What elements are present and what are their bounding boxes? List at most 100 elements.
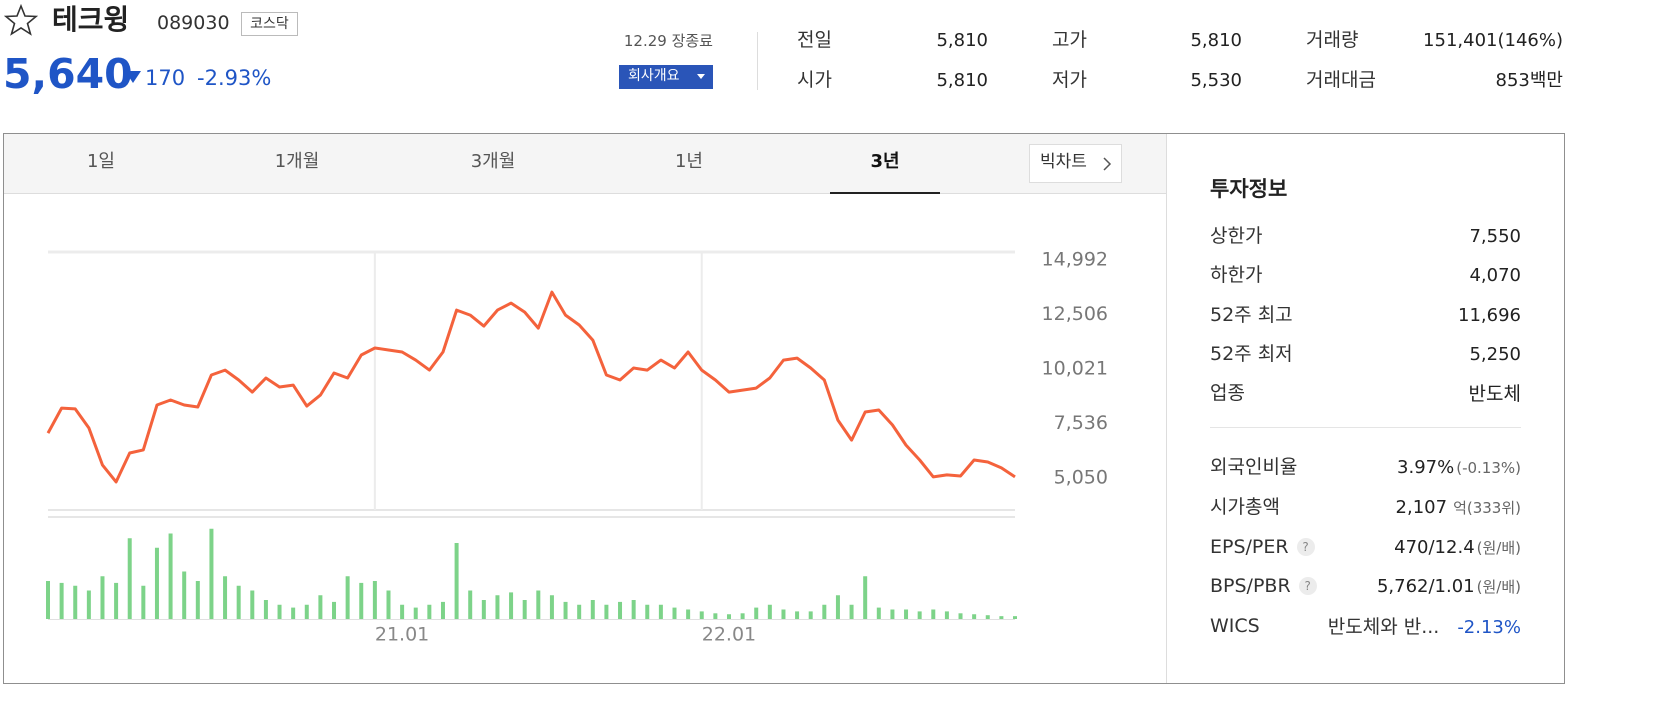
info-value: 5,250 xyxy=(1469,344,1521,365)
help-icon[interactable]: ? xyxy=(1296,538,1315,556)
volume-bar xyxy=(495,595,500,619)
volume-bar xyxy=(890,609,895,619)
volume-bar xyxy=(400,604,405,619)
volume-bar xyxy=(863,576,868,619)
chevron xyxy=(1103,157,1112,171)
volume-bar xyxy=(686,609,691,619)
volume-bar xyxy=(318,595,323,619)
volume-bar xyxy=(849,604,854,619)
help-icon[interactable]: ? xyxy=(1298,577,1317,595)
info-sub: -2.13% xyxy=(1457,617,1521,638)
volume-bar xyxy=(291,607,296,619)
volume-bar xyxy=(972,614,977,619)
volume-bar xyxy=(618,601,623,619)
volume-bar xyxy=(386,590,391,619)
volume-bar xyxy=(86,590,91,619)
volume-bar xyxy=(1013,616,1017,619)
down-arrow xyxy=(125,71,141,83)
volume-bar xyxy=(427,604,432,619)
volume-bar xyxy=(509,592,514,619)
volume-bar xyxy=(999,616,1004,619)
volume-bar xyxy=(168,533,173,619)
volume-bar xyxy=(713,613,718,619)
big-chart-button[interactable]: 빅차트 xyxy=(1029,144,1122,183)
volume-bar xyxy=(127,538,132,619)
info-label: 업종 xyxy=(1210,382,1245,404)
tab-bar xyxy=(4,134,1166,194)
volume-bar xyxy=(223,576,228,619)
volume-bar xyxy=(277,604,282,619)
info-label: WICS xyxy=(1210,615,1260,637)
y-tick-label: 5,050 xyxy=(1054,466,1108,488)
info-value: 4,070 xyxy=(1469,265,1521,286)
info-value: 7,550 xyxy=(1469,226,1521,247)
summary-label: 고가 xyxy=(1052,29,1087,51)
volume-bar xyxy=(767,604,772,619)
volume-bar xyxy=(726,614,731,619)
info-value: 11,696 xyxy=(1458,305,1521,326)
y-tick-label: 14,992 xyxy=(1042,249,1108,271)
summary-label: 시가 xyxy=(797,69,832,91)
tab[interactable]: 3개월 xyxy=(470,151,516,172)
tab[interactable]: 1년 xyxy=(674,151,703,172)
volume-bar xyxy=(100,576,105,619)
summary-label: 거래량 xyxy=(1306,29,1359,51)
info-value: 2,107 xyxy=(1395,497,1448,518)
volume-bar xyxy=(577,604,582,619)
info-sub: 억(333위) xyxy=(1453,499,1521,517)
volume-bar xyxy=(195,581,200,619)
summary-value: 5,810 xyxy=(1190,30,1242,51)
volume-bar xyxy=(835,595,840,619)
info-value: 5,762/1.01 xyxy=(1376,576,1475,597)
volume-bar xyxy=(754,607,759,619)
summary-label: 거래대금 xyxy=(1306,69,1376,91)
info-sub: (원/배) xyxy=(1476,539,1521,557)
info-label: BPS/PBR xyxy=(1210,575,1291,597)
volume-bar xyxy=(876,607,881,619)
info-sub: (-0.13%) xyxy=(1456,459,1521,477)
volume-bar xyxy=(740,613,745,619)
volume-bar xyxy=(236,585,241,619)
info-label: 상한가 xyxy=(1210,225,1263,247)
tab[interactable]: 1일 xyxy=(86,151,115,172)
volume-bar xyxy=(563,601,568,619)
volume-bar xyxy=(372,581,377,619)
tab-active[interactable]: 3년 xyxy=(870,151,900,172)
y-tick-label: 10,021 xyxy=(1042,358,1108,380)
volume-bar xyxy=(263,600,268,619)
volume-bar xyxy=(73,585,78,619)
company-button[interactable]: 회사개요 xyxy=(619,65,713,89)
price: 5,640 xyxy=(3,50,133,98)
info-value: 470/12.4 xyxy=(1394,537,1475,558)
volume-bar xyxy=(699,611,704,619)
separator xyxy=(757,32,758,90)
volume-bar xyxy=(985,615,990,619)
volume-bar xyxy=(645,604,650,619)
volume-bar xyxy=(549,595,554,619)
volume-bar xyxy=(917,611,922,619)
info-value: 반도체 xyxy=(1468,383,1521,405)
summary-label: 저가 xyxy=(1052,69,1087,91)
market-badge: 코스닥 xyxy=(241,12,298,36)
volume-bar xyxy=(332,601,337,619)
volume-bar xyxy=(481,600,486,619)
volume-bar xyxy=(604,604,609,619)
volume-bar xyxy=(46,581,50,619)
tab[interactable]: 1개월 xyxy=(274,151,320,172)
volume-bar xyxy=(114,582,119,619)
info-label: 52주 최고 xyxy=(1210,304,1293,326)
volume-bar xyxy=(590,600,595,619)
volume-bar xyxy=(808,611,813,619)
volume-bar xyxy=(958,613,963,619)
panel-title: 투자정보 xyxy=(1210,177,1288,201)
volume-bar xyxy=(468,590,473,619)
tab-underline xyxy=(830,192,940,194)
x-tick-label: 22.01 xyxy=(702,624,756,646)
info-value: 반도체와 반... xyxy=(1327,616,1440,638)
favorite-star[interactable] xyxy=(4,4,38,36)
volume-bar xyxy=(345,576,350,619)
company-button-label: 회사개요 xyxy=(628,68,680,84)
summary-label: 전일 xyxy=(797,29,832,51)
volume-bar xyxy=(59,582,64,619)
